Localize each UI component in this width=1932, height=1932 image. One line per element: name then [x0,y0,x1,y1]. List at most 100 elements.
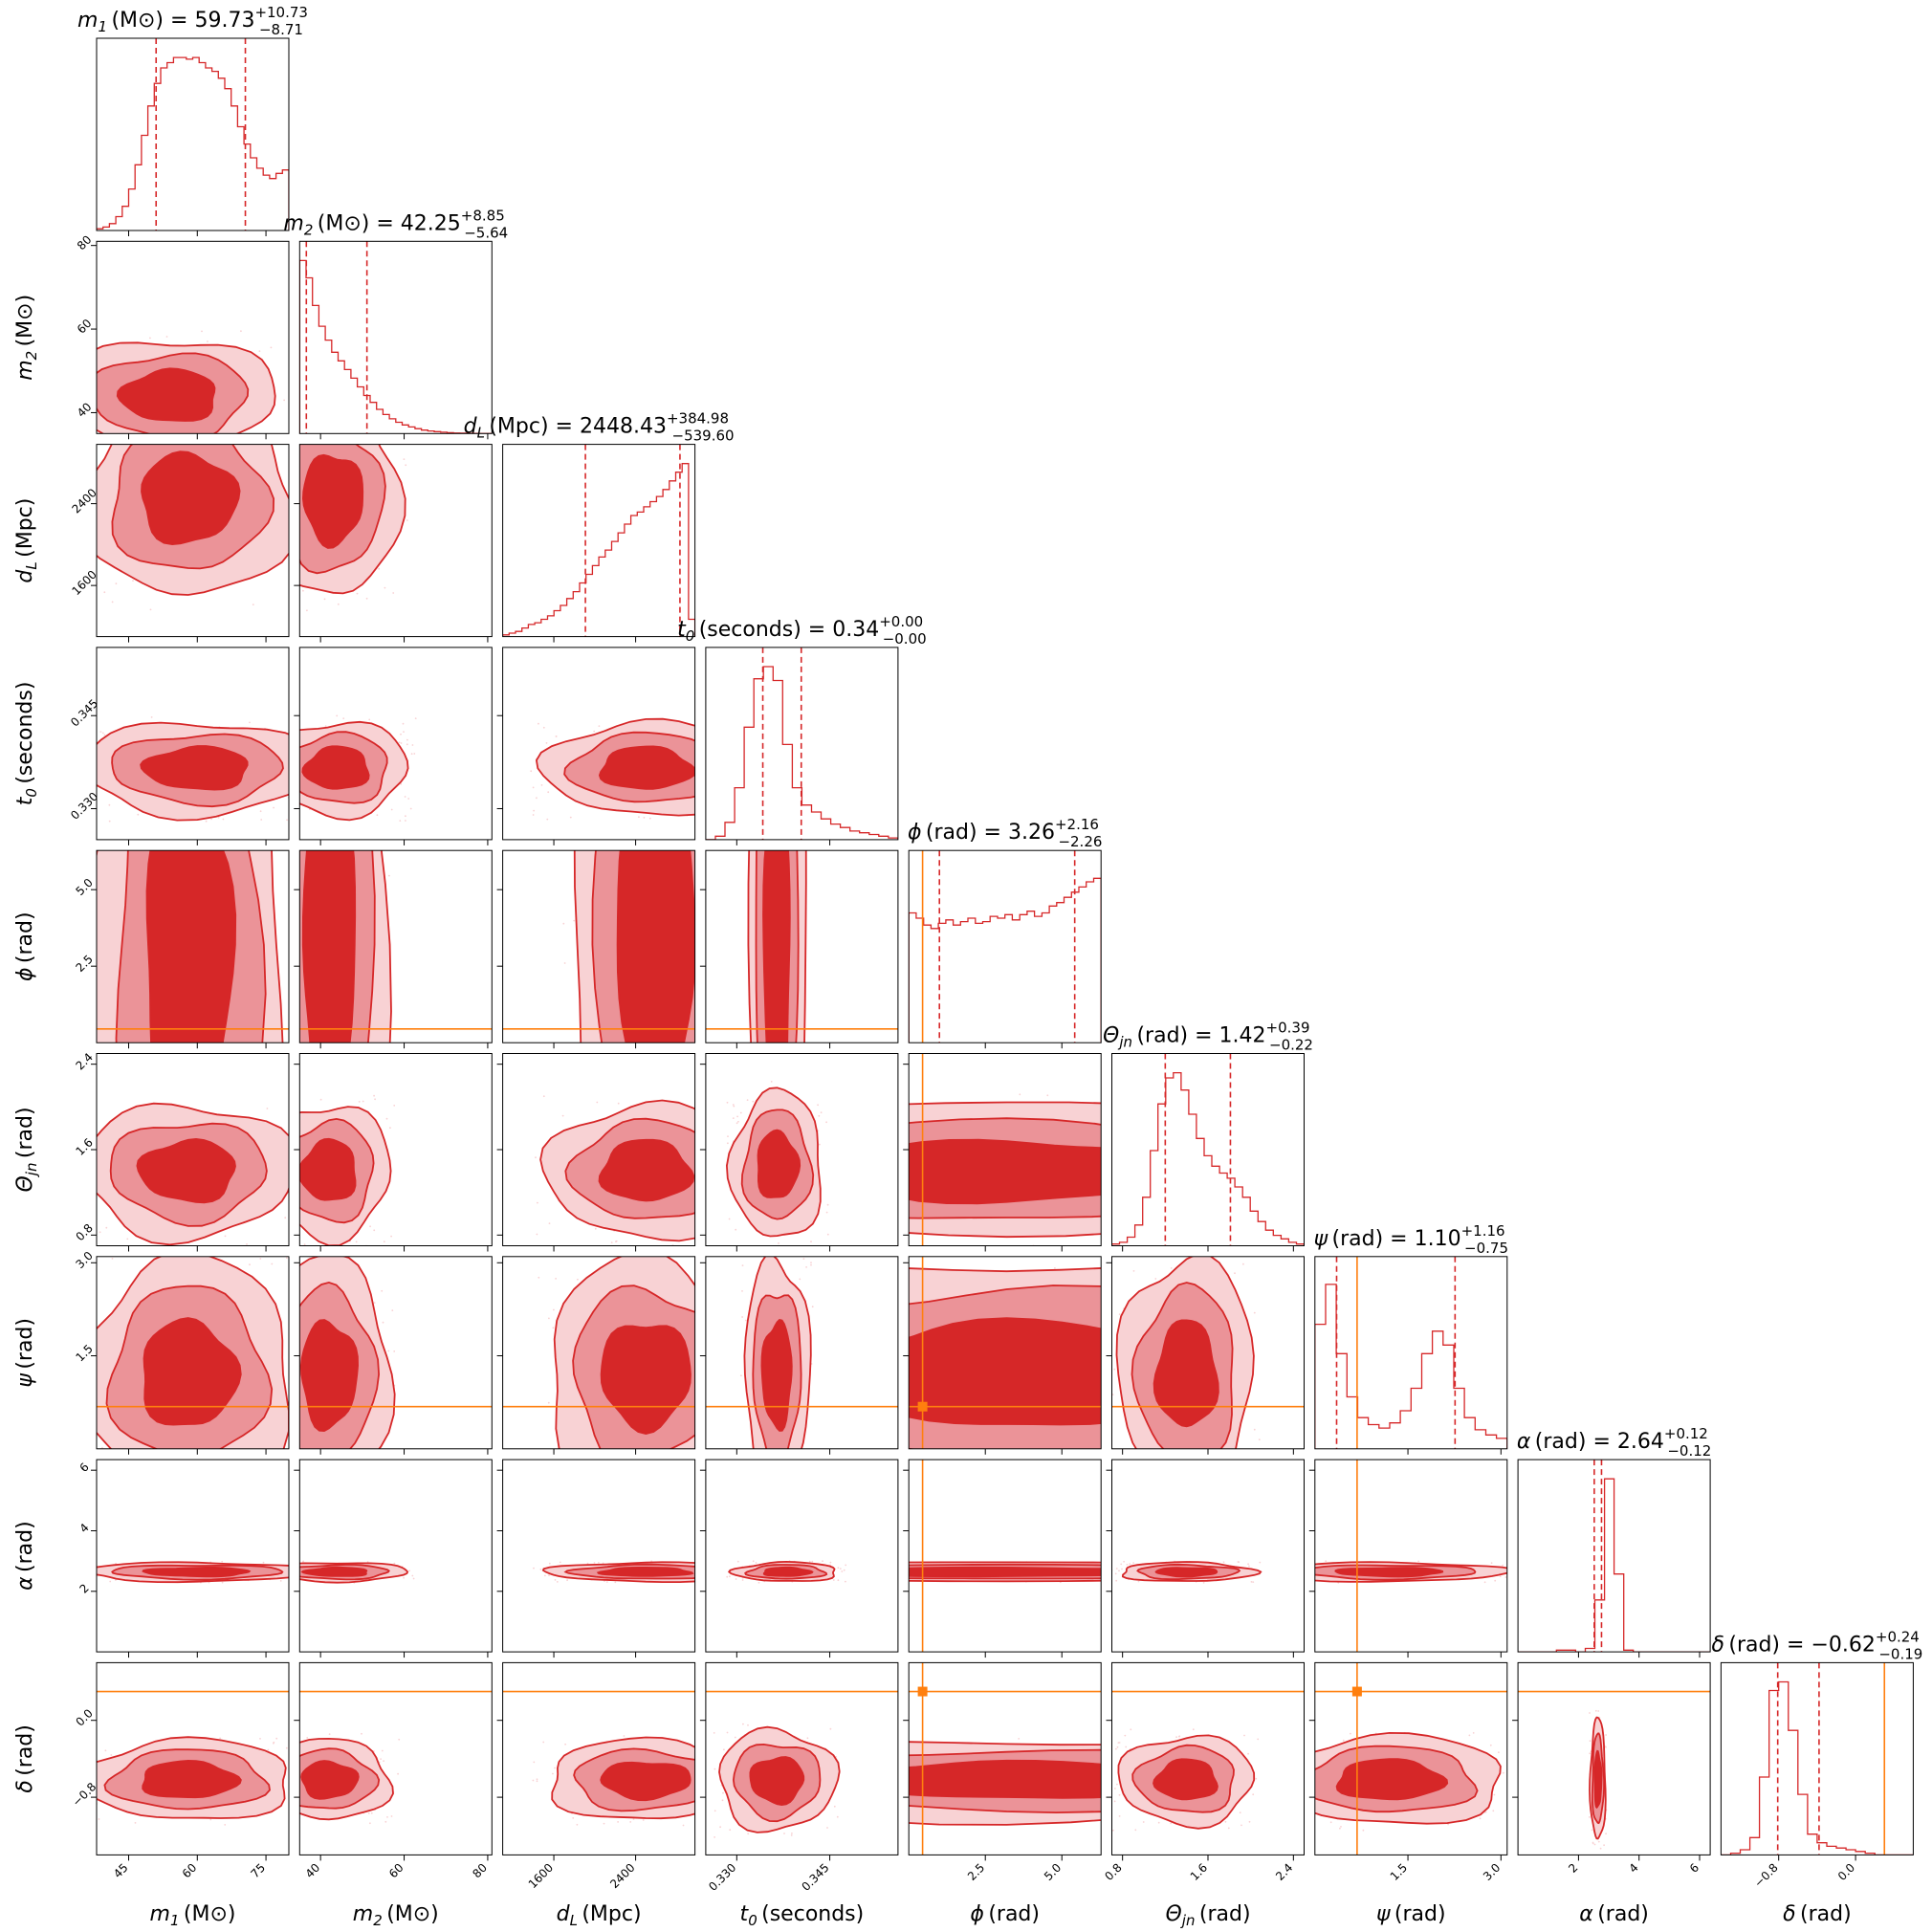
title-symbol: δ [1711,1633,1723,1657]
panel-2-2: dL (Mpc) = 2448.43+384.98 −539.60 [464,410,735,643]
axis-label-symbol: ϕ [970,1902,984,1926]
scatter-point [566,1579,568,1582]
scatter-point [1046,1094,1049,1097]
axis-label-unit: (rad) [1199,1902,1251,1926]
title-minus: −2.26 [1058,833,1102,850]
scatter-point [341,1464,343,1466]
scatter-point [1239,1811,1241,1814]
panel-content [97,1560,289,1584]
scatter-point [1490,1562,1493,1565]
y-tick-label-2-0: 1600 [69,568,99,598]
scatter-point [714,1767,716,1770]
panel-content [1111,1256,1305,1496]
scatter-point [205,820,208,823]
contour-level-2 [749,1756,805,1807]
scatter-point [1296,1100,1298,1102]
axis-label-unit: (Mpc) [582,1902,641,1926]
scatter-point [535,1156,537,1159]
scatter-point [295,812,296,814]
scatter-point [1124,1734,1127,1737]
scatter-point [736,1131,738,1133]
scatter-point [341,412,343,414]
title-symbol: t [677,618,687,642]
title-symbol: α [1517,1430,1531,1454]
axis-label-symbol: d [557,1902,571,1926]
scatter-point [291,538,293,540]
scatter-point [286,1736,288,1738]
scatter-point [104,716,106,718]
panel-content [502,1690,695,1827]
contour-level-2 [141,450,241,546]
scatter-point [295,1565,296,1567]
panel-5-3 [699,1053,899,1252]
scatter-point [1189,1494,1191,1496]
scatter-point [1301,1574,1303,1576]
axis-label-unit: (rad) [13,1107,37,1158]
contour-level-2 [598,745,695,790]
title-subscript: 0 [686,627,695,645]
scatter-point [761,507,763,509]
scatter-point [224,1824,227,1826]
scatter-point [149,337,151,340]
scatter-point [274,1057,275,1059]
scatter-point [886,1742,888,1744]
scatter-point [796,776,798,778]
scatter-point [396,434,398,436]
scatter-point [536,797,538,800]
scatter-point [741,1579,744,1581]
scatter-point [384,1076,385,1078]
scatter-point [803,1469,805,1471]
scatter-point [1324,1367,1326,1369]
scatter-point [845,1580,846,1583]
scatter-point [295,1788,296,1789]
scatter-point [103,591,106,594]
axis-label-unit: (M⊙) [386,1902,439,1926]
scatter-point [358,401,360,403]
scatter-point [373,1229,376,1232]
scatter-point [1242,1184,1244,1186]
scatter-point [204,1505,206,1507]
scatter-point [1594,1709,1597,1712]
scatter-point [1293,1574,1295,1576]
scatter-point [395,1506,397,1508]
contour-level-2 [136,1137,236,1204]
scatter-point [643,817,646,819]
scatter-point [392,592,395,594]
scatter-point [1422,1506,1424,1508]
scatter-point [1170,1822,1173,1825]
scatter-point [532,786,535,789]
scatter-point [1499,1575,1502,1578]
scatter-point [274,811,275,813]
scatter-point [1222,1561,1225,1564]
scatter-point [757,1581,760,1584]
panel-title-8: δ (rad) = −0.62+0.24 −0.19 [1711,1628,1922,1662]
scatter-point [222,818,225,821]
histogram-5 [1111,1071,1305,1246]
panel-frame [96,849,290,1043]
scatter-point [389,1127,391,1130]
panel-title-0: m1 (M⊙) = 59.73+10.73 −8.71 [77,4,308,38]
scatter-point [98,1818,100,1820]
title-equals: = [164,9,194,33]
scatter-point [682,1824,685,1827]
x-tick-label-5-1: 1.6 [1188,1861,1210,1883]
panel-7-4 [903,1459,1295,1658]
histogram-2 [502,463,695,637]
scatter-point [286,1277,288,1279]
axis-label-subscript: L [570,1912,578,1929]
contour-level-2 [909,1566,1102,1578]
title-unit: (rad) [1535,1430,1587,1454]
axis-label-symbol: m [150,1902,170,1926]
scatter-point [685,1072,687,1074]
scatter-point [1597,1840,1600,1843]
scatter-point [108,820,111,823]
scatter-point [1273,1567,1275,1569]
title-minus: −8.71 [259,21,303,38]
scatter-point [845,1564,847,1567]
scatter-point [103,734,106,736]
scatter-point [277,1304,279,1306]
scatter-point [209,1818,212,1821]
scatter-point [805,1266,807,1268]
scatter-point [732,1117,735,1119]
scatter-point [1103,1572,1105,1574]
